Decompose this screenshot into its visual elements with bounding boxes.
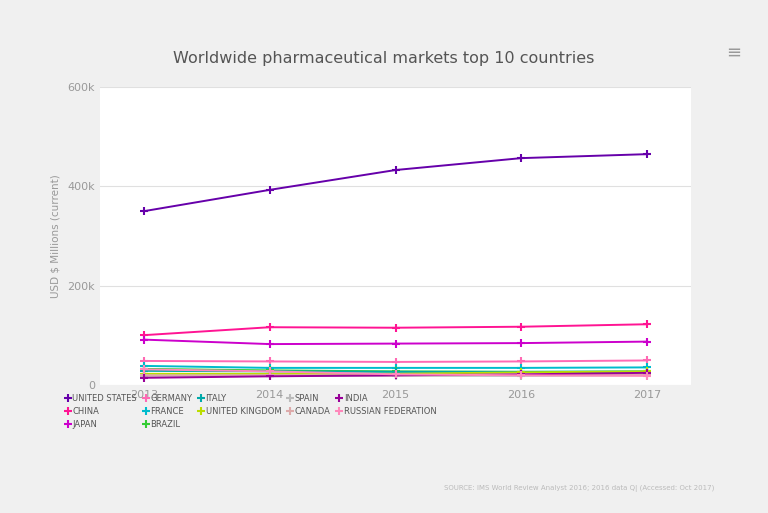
RUSSIAN FEDERATION [139, 366, 148, 372]
FRANCE [139, 363, 148, 369]
CANADA [139, 372, 148, 379]
FRANCE [391, 365, 400, 371]
BRAZIL [139, 366, 148, 372]
SPAIN [265, 373, 274, 379]
UNITED KINGDOM [643, 368, 652, 374]
RUSSIAN FEDERATION [517, 372, 526, 379]
INDIA [391, 372, 400, 379]
Line: RUSSIAN FEDERATION: RUSSIAN FEDERATION [140, 365, 651, 380]
RUSSIAN FEDERATION [265, 368, 274, 374]
Line: GERMANY: GERMANY [140, 357, 651, 366]
CHINA [643, 321, 652, 327]
CHINA [391, 325, 400, 331]
ITALY [643, 368, 652, 374]
RUSSIAN FEDERATION [391, 371, 400, 378]
CANADA [265, 372, 274, 379]
JAPAN [139, 337, 148, 343]
JAPAN [643, 339, 652, 345]
INDIA [139, 374, 148, 381]
SPAIN [139, 373, 148, 379]
UNITED STATES [139, 208, 148, 214]
JAPAN [391, 341, 400, 347]
ITALY [517, 369, 526, 375]
JAPAN [517, 340, 526, 346]
SPAIN [643, 372, 652, 379]
GERMANY [391, 359, 400, 365]
RUSSIAN FEDERATION [643, 373, 652, 379]
INDIA [643, 370, 652, 376]
Line: JAPAN: JAPAN [140, 336, 651, 348]
Line: UNITED STATES: UNITED STATES [140, 150, 651, 215]
GERMANY [643, 358, 652, 364]
INDIA [265, 373, 274, 380]
ITALY [265, 368, 274, 374]
FRANCE [265, 365, 274, 371]
SPAIN [391, 373, 400, 379]
CANADA [517, 372, 526, 378]
BRAZIL [391, 368, 400, 374]
SPAIN [517, 373, 526, 379]
UNITED KINGDOM [139, 371, 148, 377]
BRAZIL [643, 369, 652, 375]
UNITED STATES [391, 167, 400, 173]
CHINA [139, 332, 148, 338]
ITALY [391, 369, 400, 375]
UNITED STATES [517, 155, 526, 161]
CANADA [391, 372, 400, 379]
FRANCE [517, 365, 526, 371]
Line: CHINA: CHINA [140, 320, 651, 339]
CHINA [517, 324, 526, 330]
GERMANY [139, 358, 148, 364]
GERMANY [265, 359, 274, 365]
UNITED KINGDOM [265, 371, 274, 377]
Line: UNITED KINGDOM: UNITED KINGDOM [140, 367, 651, 378]
Text: Worldwide pharmaceutical markets top 10 countries: Worldwide pharmaceutical markets top 10 … [174, 51, 594, 66]
BRAZIL [265, 367, 274, 373]
Line: FRANCE: FRANCE [140, 362, 651, 372]
ITALY [139, 368, 148, 374]
Legend: UNITED STATES, CHINA, JAPAN, GERMANY, FRANCE, BRAZIL, ITALY, UNITED KINGDOM, SPA: UNITED STATES, CHINA, JAPAN, GERMANY, FR… [65, 394, 436, 429]
BRAZIL [517, 369, 526, 375]
GERMANY [517, 359, 526, 365]
Line: ITALY: ITALY [140, 367, 651, 376]
JAPAN [265, 341, 274, 347]
Line: SPAIN: SPAIN [140, 371, 651, 380]
FRANCE [643, 364, 652, 370]
UNITED STATES [265, 187, 274, 193]
INDIA [517, 371, 526, 378]
Line: BRAZIL: BRAZIL [140, 365, 651, 376]
Y-axis label: USD $ Millions (current): USD $ Millions (current) [51, 174, 61, 298]
Line: CANADA: CANADA [140, 370, 651, 380]
UNITED KINGDOM [391, 371, 400, 377]
Text: SOURCE: IMS World Review Analyst 2016; 2016 data Q| (Accessed: Oct 2017): SOURCE: IMS World Review Analyst 2016; 2… [444, 485, 714, 492]
UNITED STATES [643, 151, 652, 157]
CANADA [643, 371, 652, 378]
UNITED KINGDOM [517, 369, 526, 376]
Text: ≡: ≡ [726, 44, 741, 62]
Line: INDIA: INDIA [140, 369, 651, 382]
CHINA [265, 324, 274, 330]
